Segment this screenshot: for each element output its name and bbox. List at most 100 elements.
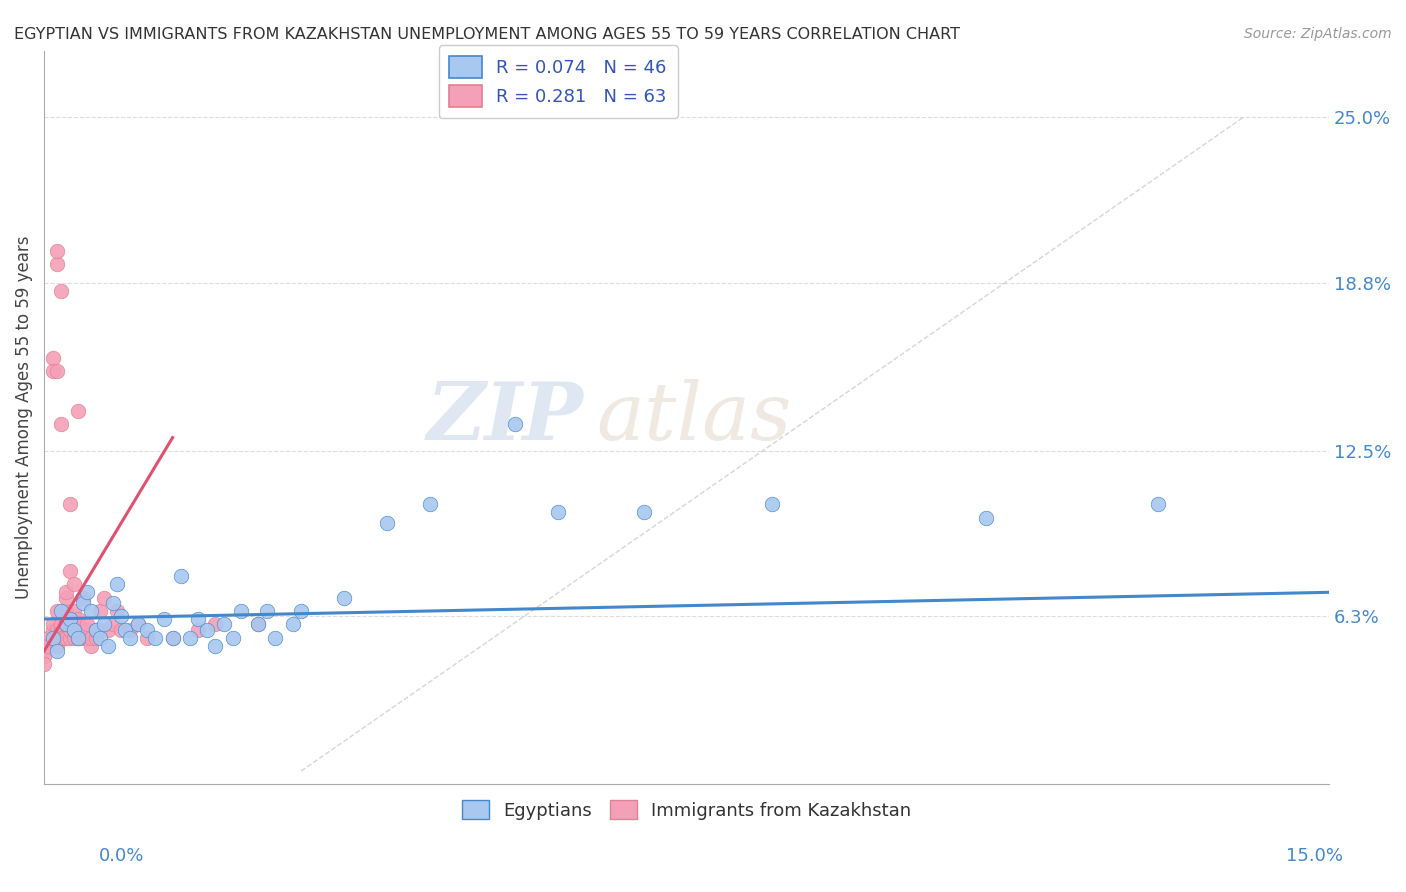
Point [72,631,94,645]
Point [37,631,59,645]
Point [187,612,209,626]
Point [46,244,69,258]
Point [195,623,218,637]
Point [37,639,59,653]
Point [633,505,655,519]
Point [127,617,149,632]
Point [179,631,201,645]
Point [89,604,111,618]
Point [114,623,136,637]
Text: 0.0%: 0.0% [98,847,143,865]
Point [974,510,997,524]
Point [48,631,70,645]
Point [97,639,120,653]
Point [110,623,132,637]
Point [46,639,69,653]
Point [76,631,98,645]
Legend: Egyptians, Immigrants from Kazakhstan: Egyptians, Immigrants from Kazakhstan [454,793,918,827]
Point [46,623,69,637]
Point [290,604,312,618]
Point [55,631,77,645]
Point [212,617,235,632]
Point [46,604,69,618]
Point [67,617,90,632]
Point [170,569,193,583]
Point [55,617,77,632]
Point [59,497,82,511]
Point [221,631,243,645]
Point [105,577,128,591]
Point [1146,497,1168,511]
Point [97,623,120,637]
Point [76,623,98,637]
Point [32,639,55,653]
Point [67,631,90,645]
Point [72,596,94,610]
Point [46,257,69,271]
Point [41,364,63,378]
Text: 15.0%: 15.0% [1285,847,1343,865]
Point [162,631,184,645]
Point [80,631,103,645]
Point [247,617,270,632]
Point [375,516,398,530]
Point [547,505,569,519]
Point [63,604,86,618]
Point [59,612,82,626]
Point [84,631,107,645]
Point [32,649,55,664]
Point [118,631,141,645]
Point [247,617,270,632]
Point [55,604,77,618]
Point [93,591,115,605]
Point [229,604,252,618]
Point [59,623,82,637]
Point [72,591,94,605]
Point [281,617,304,632]
Point [80,604,103,618]
Point [52,631,75,645]
Point [51,417,73,432]
Point [46,364,69,378]
Point [84,623,107,637]
Point [63,577,86,591]
Point [153,612,176,626]
Point [76,617,98,632]
Point [419,497,441,511]
Text: atlas: atlas [596,379,792,457]
Point [105,604,128,618]
Point [162,631,184,645]
Point [59,631,82,645]
Point [89,631,111,645]
Point [55,585,77,599]
Point [46,644,69,658]
Point [503,417,526,432]
Point [118,623,141,637]
Point [59,564,82,578]
Point [89,623,111,637]
Point [145,631,167,645]
Point [41,623,63,637]
Point [761,497,783,511]
Point [93,617,115,632]
Point [333,591,356,605]
Point [44,631,66,645]
Point [51,617,73,632]
Point [41,617,63,632]
Y-axis label: Unemployment Among Ages 55 to 59 years: Unemployment Among Ages 55 to 59 years [15,235,32,599]
Point [135,623,157,637]
Point [67,612,90,626]
Point [32,644,55,658]
Point [204,639,226,653]
Text: Source: ZipAtlas.com: Source: ZipAtlas.com [1244,27,1392,41]
Point [204,617,226,632]
Point [63,623,86,637]
Point [67,631,90,645]
Point [135,631,157,645]
Text: EGYPTIAN VS IMMIGRANTS FROM KAZAKHSTAN UNEMPLOYMENT AMONG AGES 55 TO 59 YEARS CO: EGYPTIAN VS IMMIGRANTS FROM KAZAKHSTAN U… [14,27,960,42]
Point [264,631,287,645]
Point [55,617,77,632]
Text: ZIP: ZIP [427,379,583,457]
Point [187,623,209,637]
Point [51,284,73,298]
